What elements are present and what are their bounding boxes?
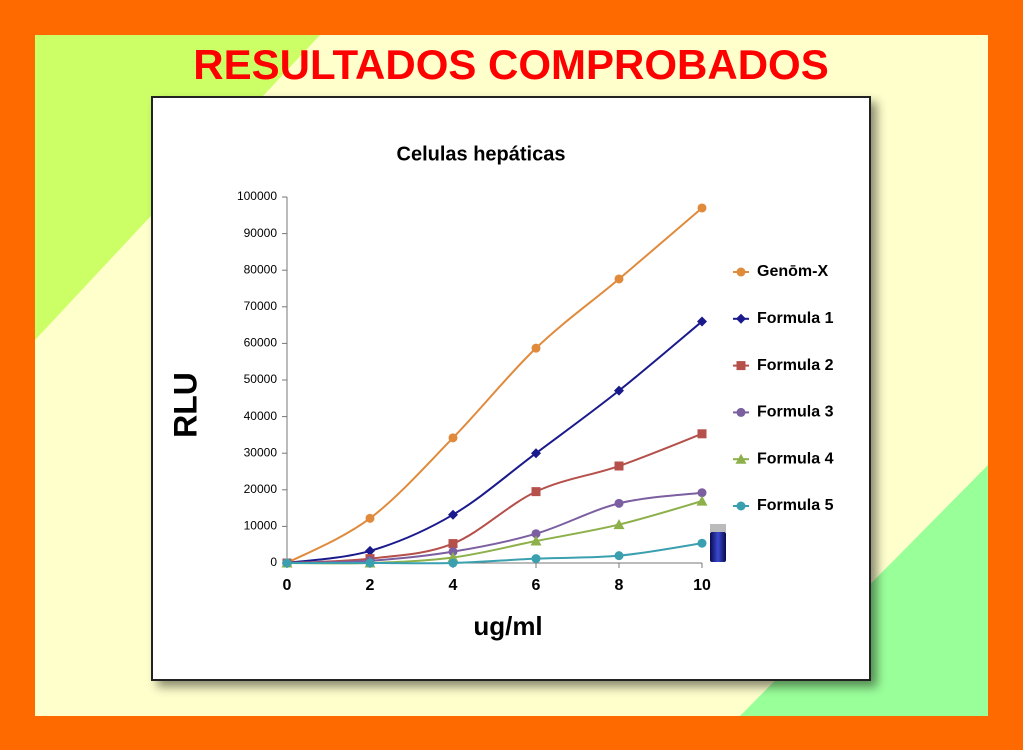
y-tick-label: 100000: [237, 189, 277, 203]
x-tick-label: 8: [615, 577, 624, 594]
legend-label: Formula 1: [757, 310, 834, 327]
data-point: [614, 551, 624, 561]
data-point: [448, 558, 458, 568]
data-point: [448, 433, 458, 443]
x-tick-label: 0: [283, 577, 292, 594]
data-point: [614, 274, 624, 284]
x-axis-title: ug/ml: [473, 611, 542, 641]
y-tick-label: 80000: [244, 262, 278, 276]
legend-marker: [736, 361, 746, 371]
legend-label: Genōm-X: [757, 263, 828, 280]
y-tick-label: 90000: [244, 226, 278, 240]
data-point: [282, 558, 292, 568]
y-tick-label: 30000: [244, 445, 278, 459]
data-point: [530, 535, 542, 546]
data-point: [531, 448, 541, 459]
data-point: [531, 529, 541, 539]
legend-label: Formula 3: [757, 404, 834, 421]
data-point: [365, 513, 375, 523]
legend-marker: [735, 453, 747, 464]
y-tick-label: 40000: [244, 409, 278, 423]
y-axis-title: RLU: [167, 372, 203, 438]
x-tick-label: 6: [532, 577, 541, 594]
legend-marker: [736, 313, 746, 324]
x-tick-label: 4: [449, 577, 458, 594]
chart-title: Celulas hepáticas: [397, 143, 566, 165]
legend-marker: [736, 267, 746, 277]
x-tick-label: 10: [693, 577, 711, 594]
data-point: [448, 547, 458, 557]
series-line: [286, 320, 703, 564]
data-point: [613, 519, 625, 530]
y-tick-label: 0: [270, 555, 277, 569]
series-line: [286, 542, 703, 565]
series-line: [286, 491, 703, 564]
y-tick-label: 10000: [244, 519, 278, 533]
data-point: [697, 316, 707, 327]
y-tick-label: 50000: [244, 372, 278, 386]
data-point: [448, 539, 458, 549]
x-tick-label: 2: [366, 577, 375, 594]
data-point: [697, 429, 707, 439]
data-point: [696, 495, 708, 506]
legend-marker: [736, 501, 746, 511]
data-point: [365, 545, 375, 556]
data-point: [531, 343, 541, 353]
legend-label: Formula 5: [757, 497, 834, 514]
chart: Celulas hepáticas ug/ml RLU 0 10000 20000 3…: [167, 143, 833, 641]
legend-label: Formula 2: [757, 357, 834, 374]
legend-marker: [736, 407, 746, 417]
data-point: [697, 538, 707, 548]
data-point: [697, 488, 707, 498]
legend-label: Formula 4: [757, 450, 834, 467]
data-point: [531, 487, 541, 497]
data-point: [614, 385, 624, 396]
chart-box: [151, 96, 871, 681]
y-tick-label: 20000: [244, 482, 278, 496]
data-point: [365, 558, 375, 568]
data-point: [531, 554, 541, 564]
slide-title: RESULTADOS COMPROBADOS: [193, 41, 828, 88]
data-point: [614, 498, 624, 508]
series-line: [286, 432, 703, 564]
data-point: [614, 461, 624, 471]
data-point: [697, 203, 707, 213]
data-point: [448, 509, 458, 520]
vial-icon: [710, 524, 726, 562]
y-tick-label: 70000: [244, 299, 278, 313]
y-tick-label: 60000: [244, 336, 278, 350]
